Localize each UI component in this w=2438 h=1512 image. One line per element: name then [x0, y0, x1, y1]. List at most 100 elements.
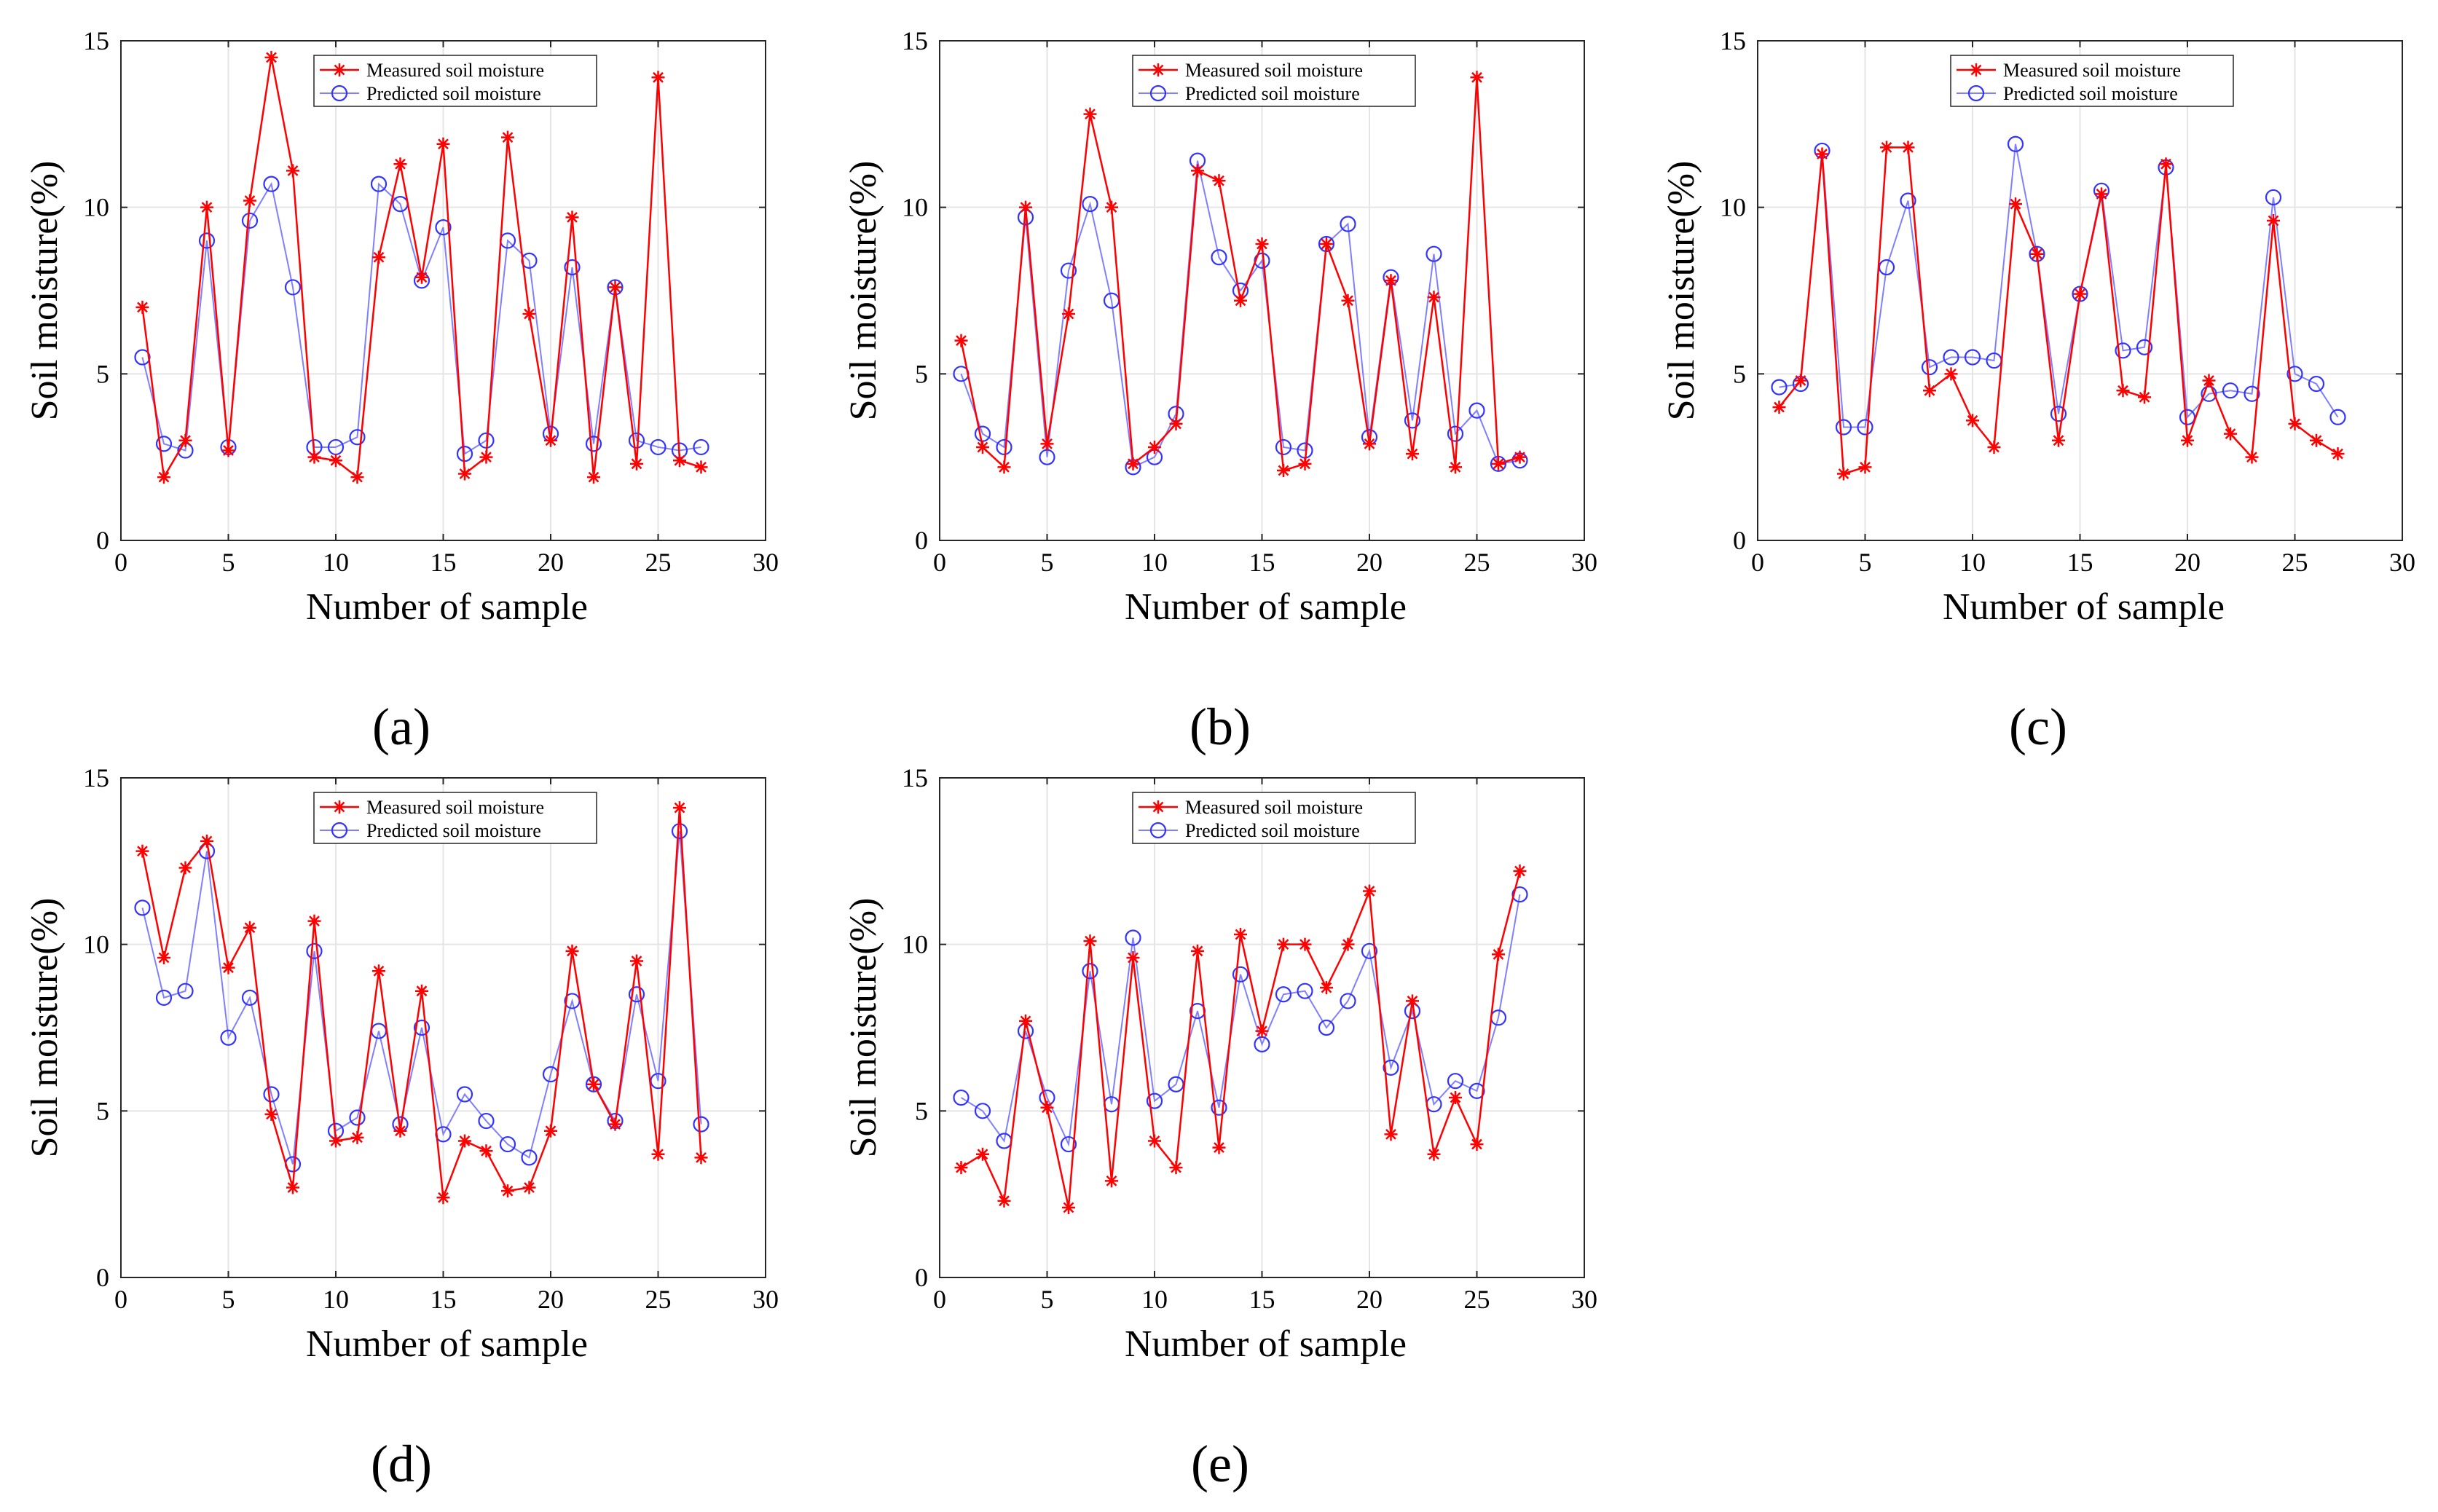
measured-point [1901, 141, 1915, 154]
predicted-point [628, 986, 645, 1003]
measured-point [651, 71, 665, 84]
predicted-point [478, 1112, 495, 1130]
predicted-point [2286, 366, 2303, 382]
legend-predicted-marker [331, 822, 348, 839]
predicted-point [693, 1116, 709, 1133]
measured-series-line [141, 57, 701, 480]
predicted-point [1060, 1135, 1077, 1153]
measured-point [1255, 1024, 1269, 1038]
measured-point [1513, 450, 1527, 464]
predicted-point [2329, 409, 2346, 425]
x-tick-label: 25 [645, 1285, 672, 1314]
measured-point [2009, 197, 2022, 211]
measured-point [673, 801, 686, 815]
y-tick-label: 5 [915, 359, 928, 388]
x-tick-label: 20 [2174, 548, 2201, 577]
measured-point [436, 1191, 450, 1205]
measured-point [243, 921, 256, 934]
measured-point [673, 454, 686, 468]
measured-point [2116, 384, 2130, 398]
x-tick-label: 20 [1356, 1285, 1383, 1314]
predicted-point [2244, 385, 2260, 402]
predicted-point [585, 436, 602, 452]
predicted-point [564, 259, 581, 276]
measured-point [2138, 390, 2151, 404]
measured-point [608, 280, 622, 294]
measured-point [2331, 447, 2345, 461]
measured-point [1427, 291, 1441, 304]
predicted-point [1318, 1019, 1335, 1036]
measured-point [1513, 865, 1527, 878]
predicted-point [1835, 419, 1852, 436]
measured-series-line [141, 808, 702, 1198]
measured-point [501, 130, 514, 144]
legend-predicted-marker [1967, 84, 1985, 102]
x-tick-label: 5 [222, 548, 235, 577]
measured-point [2267, 213, 2280, 227]
panel-e: 0 5 10 15 20 25 30 0 5 10 15 Number of sample Soil m… [843, 763, 1597, 1493]
measured-point [1966, 414, 1979, 428]
legend-predicted-label: Predicted soil moisture [2003, 83, 2178, 104]
legend-predicted-marker [1149, 822, 1167, 839]
y-axis-label: Soil moisture(%) [843, 898, 884, 1158]
legend-box [313, 792, 597, 844]
x-tick-label: 5 [1859, 548, 1872, 577]
predicted-point [198, 232, 216, 249]
x-tick-label: 25 [1464, 1285, 1490, 1314]
x-tick-label: 0 [1751, 548, 1764, 577]
predicted-point [650, 438, 666, 456]
measured-point [1470, 71, 1484, 84]
measured-point [1341, 937, 1355, 951]
measured-point [2288, 417, 2302, 430]
measured-point [264, 50, 278, 64]
predicted-point [177, 983, 194, 999]
measured-point [651, 1147, 665, 1161]
measured-point [1148, 440, 1161, 454]
measured-point [157, 470, 170, 484]
measured-point [2052, 433, 2065, 447]
measured-point [393, 1124, 407, 1138]
measured-point [1040, 437, 1054, 451]
measured-point [694, 460, 708, 474]
predicted-point [1447, 1073, 1464, 1090]
measured-point [2159, 157, 2173, 171]
y-tick-label: 5 [915, 1096, 928, 1125]
y-tick-label: 0 [96, 526, 109, 555]
predicted-point [2136, 339, 2153, 355]
measured-point [1062, 307, 1075, 321]
y-tick-label: 15 [902, 26, 928, 55]
legend-measured-label: Measured soil moisture [1185, 797, 1363, 818]
measured-point [2095, 187, 2108, 201]
y-tick-label: 10 [902, 930, 928, 959]
measured-point [200, 834, 213, 848]
legend-measured-label: Measured soil moisture [366, 60, 544, 81]
panel-c: 0 5 10 15 20 25 30 0 5 10 15 Number of sample Soil m… [1661, 26, 2415, 756]
predicted-point [2265, 189, 2282, 206]
measured-point [372, 964, 385, 978]
x-tick-label: 20 [538, 1285, 564, 1314]
measured-point [1062, 1200, 1075, 1214]
predicted-point [1468, 1082, 1485, 1099]
measured-point [1105, 200, 1118, 214]
measured-point [1923, 384, 1936, 398]
x-tick-label: 15 [430, 1285, 457, 1314]
measured-point [1040, 1100, 1054, 1114]
predicted-point [1857, 419, 1873, 436]
measured-point [1169, 417, 1183, 430]
measured-point [221, 444, 235, 457]
predicted-point [585, 1076, 602, 1092]
y-axis-label: Soil moisture(%) [24, 161, 66, 421]
measured-point [1384, 274, 1398, 288]
measured-point [1492, 457, 1505, 470]
x-tick-label: 0 [933, 548, 946, 577]
legend-predicted-label: Predicted soil moisture [1185, 83, 1360, 104]
x-tick-label: 10 [323, 1285, 349, 1314]
legend-measured-label: Measured soil moisture [366, 797, 544, 818]
predicted-point [155, 436, 173, 452]
predicted-point [134, 899, 151, 916]
panel-label: (d) [371, 1435, 432, 1493]
x-axis-label: Number of sample [1943, 586, 2225, 628]
y-tick-label: 0 [96, 1263, 109, 1292]
predicted-point [1943, 349, 1959, 366]
